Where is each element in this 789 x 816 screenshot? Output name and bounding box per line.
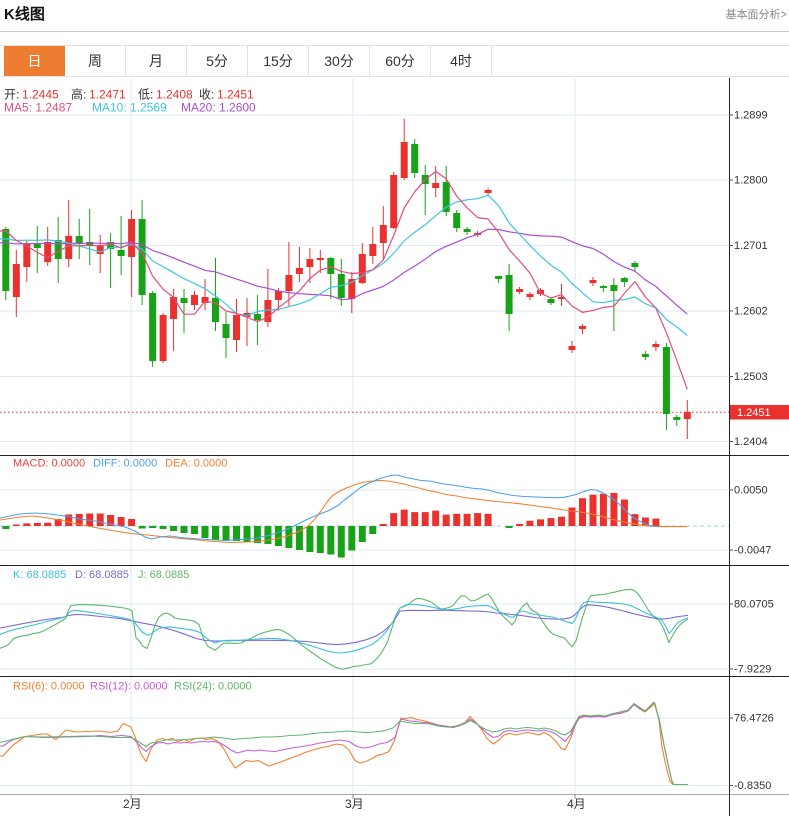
svg-text:80.0705: 80.0705 xyxy=(734,599,774,611)
svg-text:高:: 高: xyxy=(71,87,86,102)
svg-text:RSI(24): 0.0000: RSI(24): 0.0000 xyxy=(174,681,252,693)
svg-text:1.2800: 1.2800 xyxy=(734,175,768,187)
svg-text:1.2471: 1.2471 xyxy=(89,88,126,102)
svg-text:2月: 2月 xyxy=(123,797,142,811)
svg-text:-7.9229: -7.9229 xyxy=(734,664,771,676)
svg-text:1.2503: 1.2503 xyxy=(734,371,768,383)
svg-text:1.2445: 1.2445 xyxy=(22,88,59,102)
svg-text:收:: 收: xyxy=(199,88,214,102)
svg-text:1.2408: 1.2408 xyxy=(156,88,193,102)
svg-text:DIFF: 0.0000: DIFF: 0.0000 xyxy=(93,458,157,470)
svg-text:1.2404: 1.2404 xyxy=(734,436,768,448)
svg-text:MA10: 1.2569: MA10: 1.2569 xyxy=(92,101,167,115)
svg-text:4月: 4月 xyxy=(567,797,586,811)
svg-text:RSI(12): 0.0000: RSI(12): 0.0000 xyxy=(90,681,168,693)
svg-text:D: 68.0885: D: 68.0885 xyxy=(75,569,129,581)
svg-text:K: 68.0885: K: 68.0885 xyxy=(13,569,66,581)
svg-text:低:: 低: xyxy=(138,88,153,102)
svg-text:DEA: 0.0000: DEA: 0.0000 xyxy=(165,458,227,470)
svg-text:1.2602: 1.2602 xyxy=(734,306,768,318)
svg-text:0.0050: 0.0050 xyxy=(734,485,768,497)
svg-text:1.2451: 1.2451 xyxy=(217,88,254,102)
svg-text:RSI(6): 0.0000: RSI(6): 0.0000 xyxy=(13,681,85,693)
svg-text:1.2701: 1.2701 xyxy=(734,240,768,252)
svg-text:1.2451: 1.2451 xyxy=(737,407,771,419)
svg-text:J: 68.0885: J: 68.0885 xyxy=(138,569,189,581)
svg-text:3月: 3月 xyxy=(345,797,364,811)
svg-text:76.4726: 76.4726 xyxy=(734,713,774,725)
svg-text:MA5: 1.2487: MA5: 1.2487 xyxy=(4,101,72,115)
svg-text:-0.0047: -0.0047 xyxy=(734,545,771,557)
svg-text:1.2899: 1.2899 xyxy=(734,110,768,122)
svg-text:-0.8350: -0.8350 xyxy=(734,780,771,792)
svg-text:开:: 开: xyxy=(4,88,19,102)
svg-text:MACD: 0.0000: MACD: 0.0000 xyxy=(13,458,85,470)
svg-text:MA20: 1.2600: MA20: 1.2600 xyxy=(181,101,256,115)
